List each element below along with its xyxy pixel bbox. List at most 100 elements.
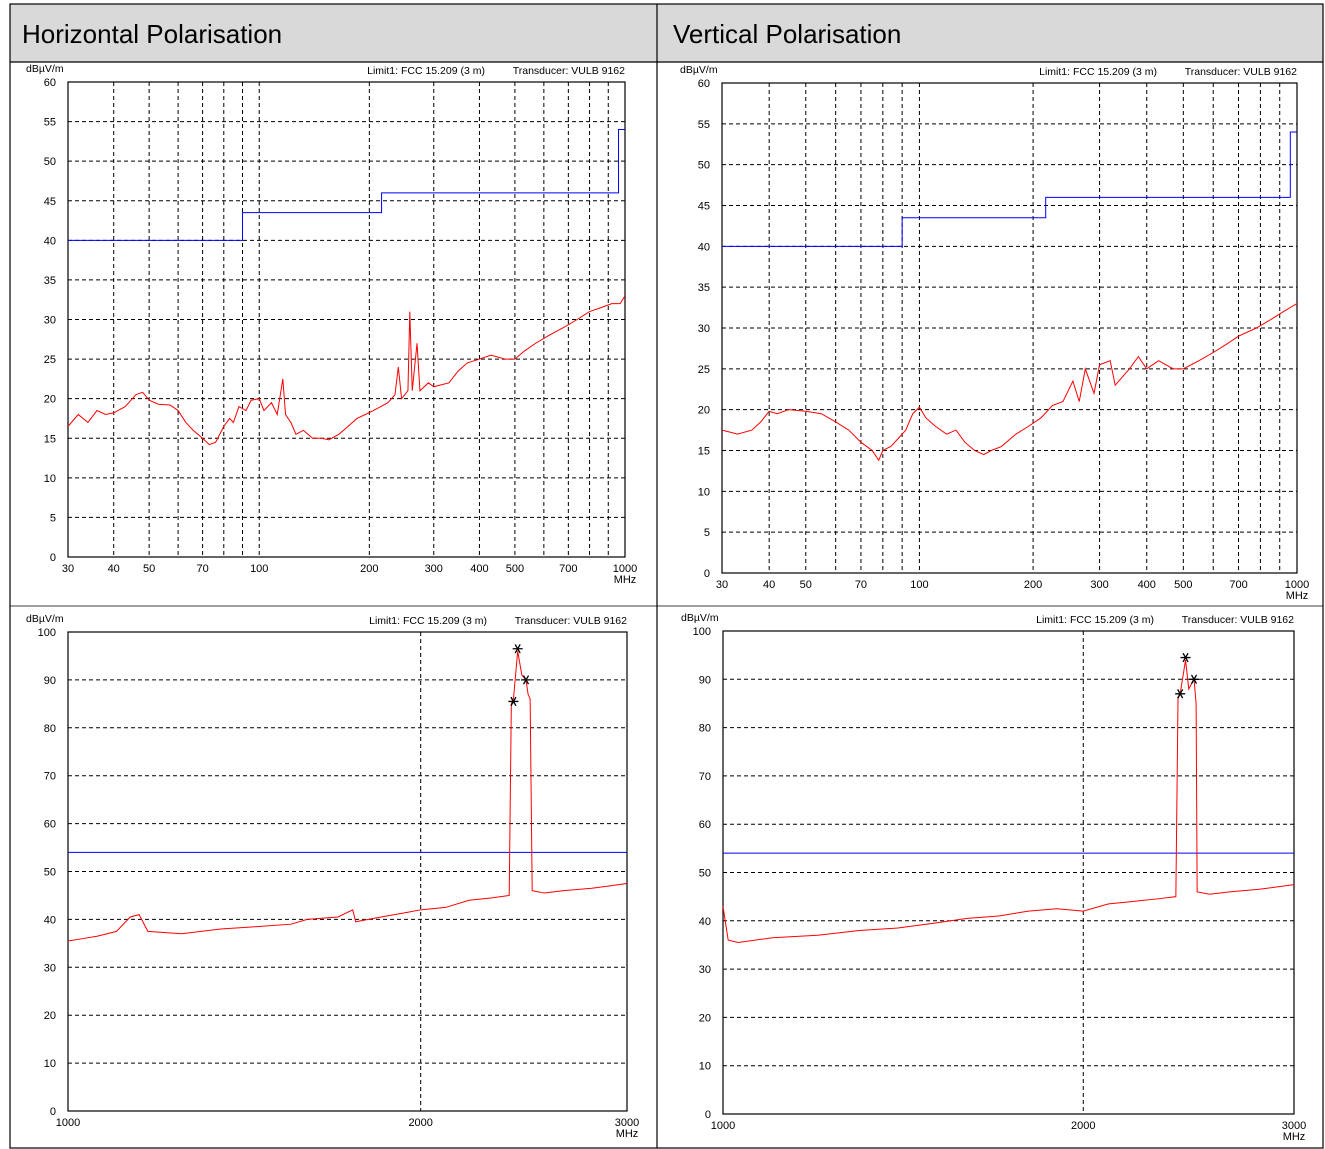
y-tick-label: 50: [44, 156, 56, 168]
y-tick-label: 90: [44, 675, 56, 687]
x-axis-label: MHz: [1286, 590, 1309, 602]
y-tick-label: 10: [699, 1061, 711, 1073]
plot-frame: [721, 82, 1298, 574]
trace-line: [67, 651, 628, 942]
x-axis-label: MHz: [616, 1128, 639, 1140]
y-tick-label: 10: [44, 1058, 56, 1070]
y-tick-label: 60: [44, 77, 56, 89]
x-tick-label: 40: [763, 579, 775, 591]
x-tick-label: 500: [506, 563, 524, 575]
y-tick-label: 50: [44, 867, 56, 879]
y-tick-label: 40: [44, 235, 56, 247]
x-tick-label: 200: [360, 563, 378, 575]
y-tick-label: 25: [44, 354, 56, 366]
x-tick-label: 400: [1138, 579, 1156, 591]
peak-marker: [1189, 674, 1200, 684]
annotation: Transducer: VULB 9162: [1185, 66, 1297, 78]
x-tick-label: 2000: [408, 1117, 432, 1129]
header-title: Horizontal Polarisation: [22, 19, 282, 49]
x-tick-label: 3000: [1282, 1120, 1306, 1132]
y-tick-label: 55: [44, 117, 56, 129]
y-tick-label: 15: [44, 433, 56, 445]
y-tick-label: 90: [699, 674, 711, 686]
x-tick-label: 100: [250, 563, 268, 575]
chart: 0 5 10 15 20 25 30 35 40 45 50 55 60 30 40 50 70 100 200 30…: [26, 63, 637, 586]
plot-frame: [67, 631, 628, 1112]
x-tick-label: 70: [196, 563, 208, 575]
y-tick-label: 55: [698, 119, 710, 131]
x-tick-label: 30: [716, 579, 728, 591]
y-tick-label: 60: [699, 819, 711, 831]
y-tick-label: 25: [698, 364, 710, 376]
y-axis-label: dBµV/m: [26, 63, 64, 75]
x-axis-label: MHz: [614, 574, 637, 586]
y-tick-label: 35: [44, 275, 56, 287]
annotation: Transducer: VULB 9162: [513, 65, 625, 77]
x-tick-label: 2000: [1071, 1120, 1095, 1132]
y-tick-label: 20: [698, 405, 710, 417]
y-tick-label: 100: [38, 627, 56, 639]
limit-line: [722, 131, 1297, 247]
y-tick-label: 45: [698, 201, 710, 213]
x-tick-label: 50: [800, 579, 812, 591]
y-tick-label: 30: [699, 964, 711, 976]
header-row: [10, 4, 1323, 62]
x-tick-label: 1000: [56, 1117, 80, 1129]
x-tick-label: 1000: [711, 1120, 735, 1132]
header-title: Vertical Polarisation: [673, 19, 901, 49]
y-tick-label: 35: [698, 282, 710, 294]
y-tick-label: 100: [693, 626, 711, 638]
y-tick-label: 70: [699, 771, 711, 783]
x-tick-label: 400: [470, 563, 488, 575]
annotation: Limit1: FCC 15.209 (3 m): [1036, 614, 1154, 626]
y-axis-label: dBµV/m: [681, 612, 719, 624]
y-tick-label: 70: [44, 771, 56, 783]
peak-marker: [521, 675, 532, 685]
y-tick-label: 50: [698, 160, 710, 172]
plot-frame: [722, 630, 1295, 1115]
plot-frame: [67, 81, 626, 558]
y-tick-label: 60: [698, 78, 710, 90]
x-tick-label: 100: [910, 579, 928, 591]
y-tick-label: 5: [704, 527, 710, 539]
y-tick-label: 10: [698, 486, 710, 498]
y-tick-label: 0: [704, 568, 710, 580]
x-tick-label: 30: [62, 563, 74, 575]
peak-marker: [1180, 652, 1191, 663]
y-tick-label: 5: [50, 512, 56, 524]
annotation: Limit1: FCC 15.209 (3 m): [1039, 66, 1157, 78]
y-tick-label: 0: [50, 552, 56, 564]
x-axis-label: MHz: [1283, 1131, 1306, 1143]
chart: 0 5 10 15 20 25 30 35 40 45 50 55 60 30 40 50 70 100 200 30…: [680, 64, 1309, 602]
peak-marker: [508, 696, 519, 707]
y-tick-label: 40: [698, 241, 710, 253]
x-tick-label: 40: [108, 563, 120, 575]
y-tick-label: 20: [699, 1012, 711, 1024]
trace-line: [67, 295, 626, 446]
y-tick-label: 45: [44, 196, 56, 208]
annotation: Transducer: VULB 9162: [515, 615, 627, 627]
y-tick-label: 30: [698, 323, 710, 335]
y-tick-label: 80: [44, 723, 56, 735]
trace-line: [721, 303, 1298, 462]
x-tick-label: 300: [425, 563, 443, 575]
y-tick-label: 60: [44, 819, 56, 831]
limit-line: [68, 129, 625, 241]
table-borders: [9, 3, 1324, 1149]
x-tick-label: 200: [1024, 579, 1042, 591]
peak-marker: [1175, 689, 1186, 699]
y-tick-label: 20: [44, 394, 56, 406]
x-tick-label: 70: [855, 579, 867, 591]
peak-marker: [512, 644, 523, 654]
x-tick-label: 50: [143, 563, 155, 575]
y-axis-label: dBµV/m: [26, 613, 64, 625]
x-tick-label: 3000: [615, 1117, 639, 1129]
x-tick-label: 500: [1174, 579, 1192, 591]
y-tick-label: 80: [699, 723, 711, 735]
x-tick-label: 1000: [1285, 579, 1309, 591]
y-tick-label: 30: [44, 315, 56, 327]
